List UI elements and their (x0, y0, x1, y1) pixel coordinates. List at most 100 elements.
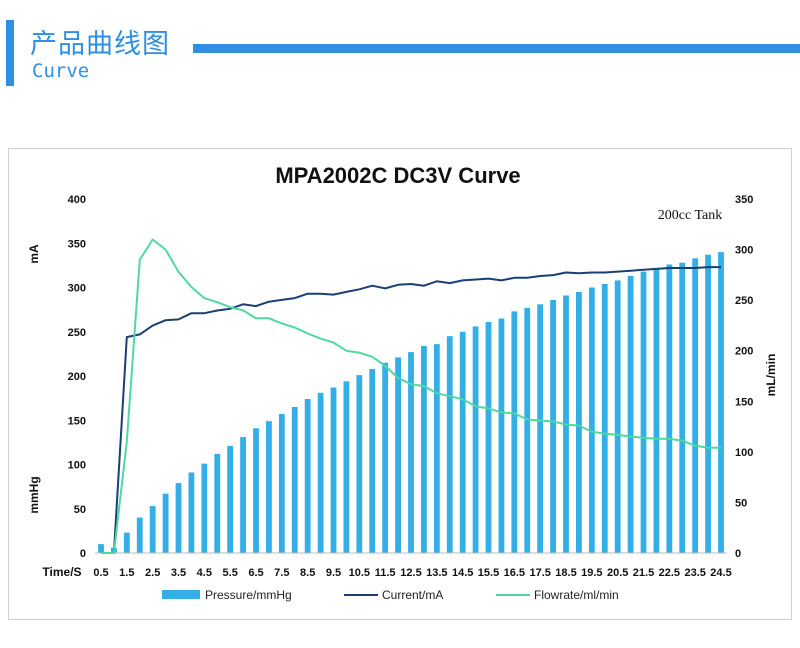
pressure-bars (98, 252, 724, 553)
pressure-bar (201, 463, 208, 553)
right-axis-ticks: 0 50 100 150 200 250 300 350 (735, 194, 753, 560)
x-tick-label: 10.5 (349, 567, 370, 579)
pressure-bar (136, 517, 143, 553)
pressure-bar (421, 345, 427, 553)
x-tick-label: 8.5 (300, 567, 315, 579)
x-tick-label: 9.5 (326, 567, 341, 579)
pressure-bar (175, 483, 182, 553)
pressure-bar (408, 352, 414, 553)
pressure-bar (550, 299, 556, 553)
pressure-bar (485, 322, 492, 553)
right-tick-label: 100 (735, 447, 753, 459)
pressure-bar (718, 252, 724, 553)
flowrate-line (101, 238, 721, 554)
right-tick-label: 300 (735, 245, 753, 257)
x-tick-label: 19.5 (581, 567, 602, 579)
pressure-bar (123, 532, 130, 553)
pressure-bar (395, 357, 401, 553)
series-lines (101, 238, 721, 554)
x-tick-label: 18.5 (555, 567, 576, 579)
pressure-bar (330, 387, 337, 553)
pressure-bar (369, 368, 376, 553)
pressure-bar (304, 399, 311, 553)
pressure-bar (666, 264, 673, 553)
pressure-bar (382, 362, 389, 553)
pressure-bar (498, 318, 505, 553)
legend-label-pressure: Pressure/mmHg (205, 588, 292, 602)
x-tick-label: 2.5 (145, 567, 160, 579)
x-tick-label: 14.5 (452, 567, 473, 579)
x-tick-label: 5.5 (223, 567, 238, 579)
pressure-bar (356, 375, 363, 553)
x-axis-label: Time/S (42, 565, 81, 579)
pressure-bar (149, 506, 156, 553)
pressure-bar (627, 275, 634, 553)
pressure-bar (705, 254, 711, 553)
pressure-bar (227, 445, 234, 553)
right-tick-label: 50 (735, 497, 747, 509)
pressure-bar (511, 311, 518, 553)
pressure-bar (291, 406, 298, 553)
x-tick-label: 23.5 (684, 567, 705, 579)
pressure-bar (98, 544, 104, 553)
header-divider-line (193, 44, 800, 53)
pressure-bar (446, 336, 453, 553)
pressure-bar (343, 381, 350, 553)
pressure-bar (472, 326, 479, 553)
pressure-bar (317, 392, 324, 553)
left-tick-label: 0 (80, 548, 86, 560)
x-tick-label: 24.5 (710, 567, 731, 579)
x-tick-label: 1.5 (119, 567, 134, 579)
x-tick-label: 7.5 (274, 567, 289, 579)
x-tick-label: 16.5 (504, 567, 525, 579)
x-tick-label: 20.5 (607, 567, 628, 579)
pressure-bar (459, 331, 466, 553)
pressure-bar (576, 291, 582, 553)
right-tick-label: 0 (735, 548, 741, 560)
x-axis-ticks: 0.5 1.5 2.5 3.5 4.5 5.5 6.5 7.5 8.5 9.5 10.5 11.5 12… (93, 567, 731, 579)
chart-annotation: 200cc Tank (658, 208, 722, 223)
pressure-bar (240, 437, 246, 553)
current-line (101, 266, 721, 554)
pressure-bar (188, 472, 195, 553)
pressure-bar (588, 287, 595, 553)
header-accent-bar (6, 20, 14, 86)
right-tick-label: 200 (735, 346, 753, 358)
right-tick-label: 150 (735, 396, 753, 408)
left-tick-label: 200 (68, 371, 86, 383)
pressure-bar (692, 258, 699, 553)
right-tick-label: 250 (735, 295, 753, 307)
y-axis-label-right: mL/min (764, 354, 778, 397)
x-tick-label: 15.5 (478, 567, 499, 579)
section-subtitle: Curve (32, 60, 90, 82)
pressure-bar (278, 414, 285, 553)
pressure-bar (614, 280, 621, 553)
x-tick-label: 11.5 (375, 567, 396, 579)
pressure-bar (640, 271, 647, 553)
section-title: 产品曲线图 (30, 29, 170, 60)
left-tick-label: 100 (68, 460, 86, 472)
pressure-bar (253, 428, 259, 553)
x-tick-label: 0.5 (93, 567, 108, 579)
x-tick-label: 13.5 (426, 567, 447, 579)
left-tick-label: 350 (68, 238, 86, 250)
left-tick-label: 150 (68, 415, 86, 427)
y-axis-label-ma: mA (27, 244, 41, 264)
x-tick-label: 12.5 (400, 567, 421, 579)
x-tick-label: 22.5 (659, 567, 680, 579)
x-tick-label: 21.5 (633, 567, 654, 579)
y-axis-label-mmhg: mmHg (27, 476, 41, 513)
x-tick-label: 17.5 (529, 567, 550, 579)
pressure-bar (679, 262, 686, 553)
pressure-bar (162, 493, 169, 553)
left-tick-label: 50 (74, 504, 86, 516)
left-tick-label: 400 (68, 194, 86, 206)
pressure-bar (653, 268, 660, 553)
x-tick-label: 6.5 (248, 567, 263, 579)
legend-label-flowrate: Flowrate/ml/min (534, 588, 619, 602)
left-axis-ticks: 0 50 100 150 200 250 300 350 400 (68, 194, 86, 560)
legend-label-current: Current/mA (382, 588, 444, 602)
left-tick-label: 300 (68, 283, 86, 295)
left-tick-label: 250 (68, 327, 86, 339)
